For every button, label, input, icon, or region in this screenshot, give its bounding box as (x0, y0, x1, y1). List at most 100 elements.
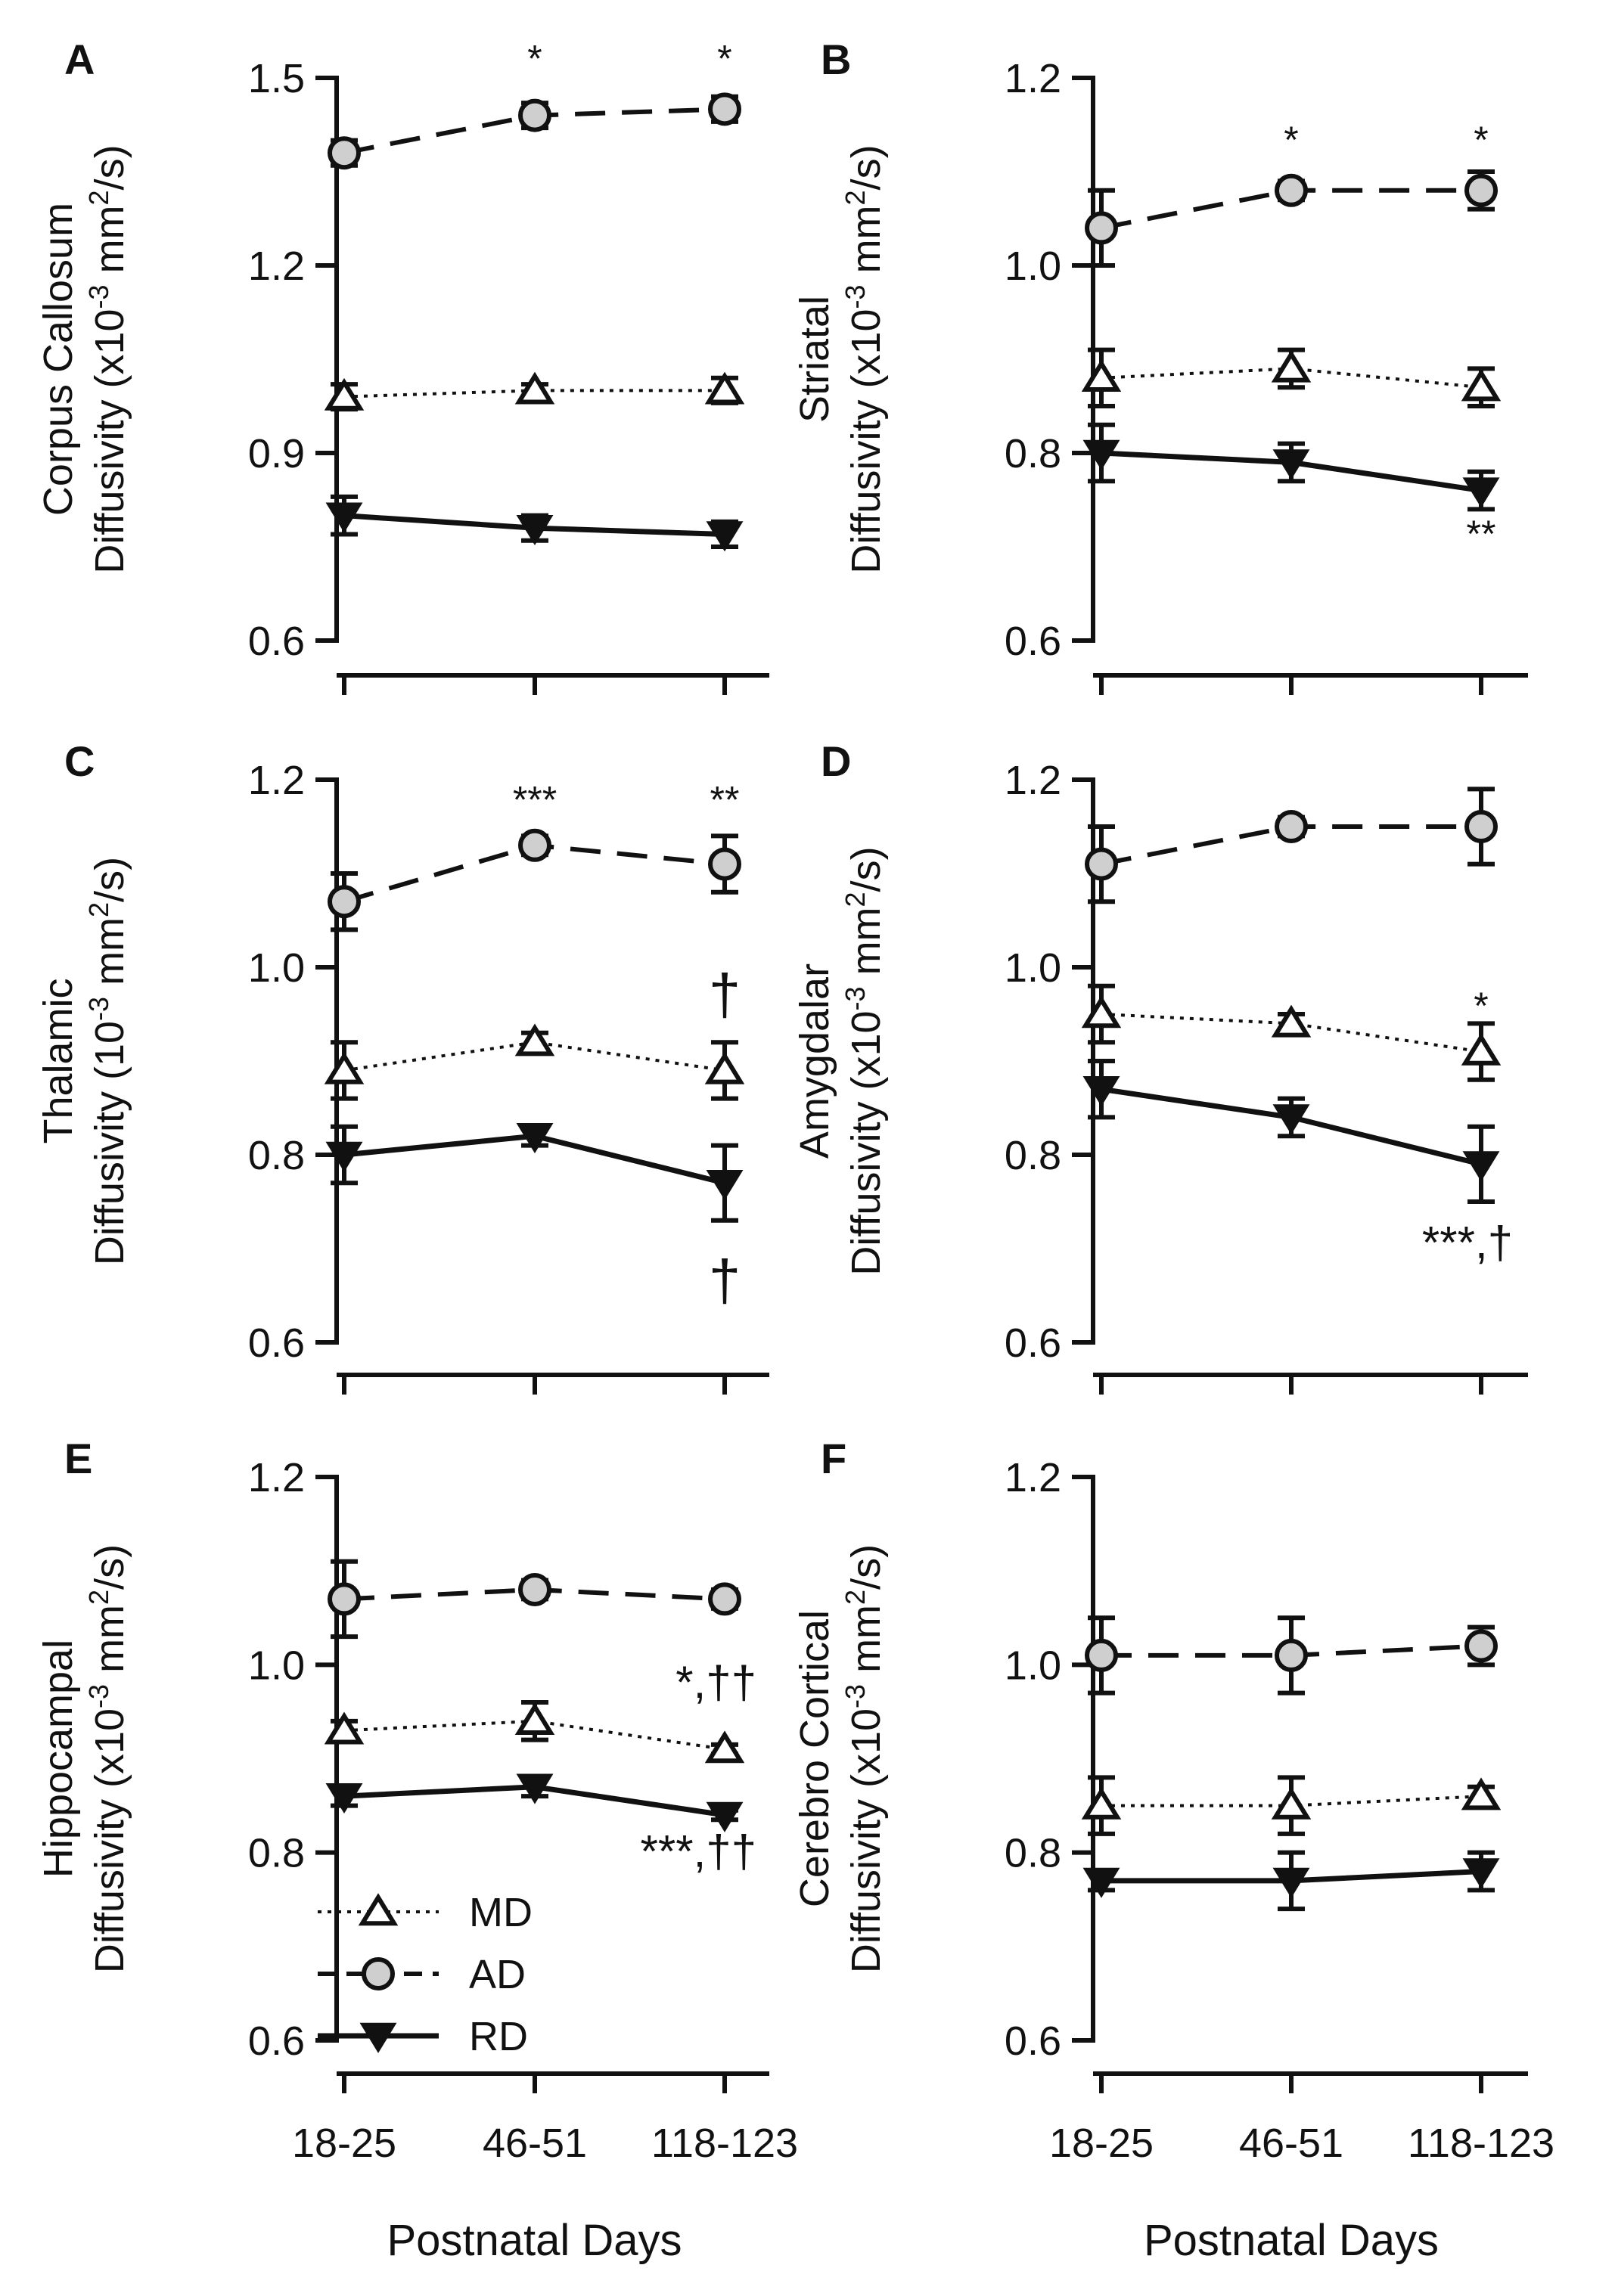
x-axis-title: Postnatal Days (387, 2216, 682, 2265)
legend-marker-md (358, 1893, 399, 1926)
y-tick-label: 0.6 (248, 1320, 305, 1366)
y-axis-title-line1: Hippocampal (36, 1640, 81, 1878)
y-tick-label: 0.6 (1005, 619, 1061, 664)
series-line-md (343, 389, 725, 399)
y-tick-label: 0.8 (1005, 1133, 1061, 1178)
data-point-ad (1275, 173, 1308, 207)
data-point-ad (1085, 847, 1118, 881)
y-axis-title-line2: Diffusivity (x10-3 mm2/s) (840, 1544, 889, 1973)
y-tick-label: 1.0 (248, 1643, 305, 1688)
y-tick-label: 1.2 (1005, 758, 1061, 803)
x-tick-label: 46-51 (483, 2121, 587, 2166)
data-point-md (1271, 1004, 1312, 1038)
series-ad (328, 1559, 741, 1640)
data-point-ad (1085, 1638, 1118, 1672)
significance-marker: * (717, 38, 731, 80)
y-axis-title-part: mm (843, 907, 889, 986)
data-point-rd (1082, 1076, 1120, 1107)
y-tick-label: 0.6 (248, 2018, 305, 2064)
significance-marker: * (1474, 119, 1488, 161)
data-point-rd (706, 1801, 744, 1832)
y-axis-title-part: 2 (840, 1590, 871, 1605)
y-axis-title-part: -3 (840, 1684, 871, 1708)
y-axis-title-part: Diffusivity (10 (87, 1021, 132, 1265)
series-rd (325, 494, 744, 552)
data-point-rd (1462, 1858, 1500, 1889)
legend-marker-ad (362, 1957, 395, 1990)
data-point-rd (325, 1783, 363, 1814)
data-point-md (1461, 368, 1502, 402)
series-ad (1085, 169, 1498, 268)
y-tick-label: 1.5 (248, 56, 305, 101)
data-point-rd (325, 1141, 363, 1172)
data-point-md (1461, 1777, 1502, 1810)
data-point-rd (1272, 1867, 1310, 1898)
data-point-rd (516, 515, 554, 546)
data-point-ad (1275, 1638, 1308, 1672)
data-point-md (324, 1051, 365, 1084)
y-axis-title-part: mm (843, 1605, 889, 1684)
data-point-rd (1082, 1867, 1120, 1898)
y-tick-label: 0.8 (1005, 431, 1061, 476)
y-axis-title-part: /s) (843, 846, 889, 892)
x-tick-label: 118-123 (651, 2121, 798, 2166)
panel-letter: F (821, 1435, 846, 1482)
data-point-md (514, 1023, 555, 1056)
data-point-rd (1082, 439, 1120, 470)
y-tick-label: 1.0 (248, 945, 305, 991)
data-point-ad (328, 885, 361, 919)
series-md (1081, 1775, 1502, 1836)
series-rd (325, 1123, 744, 1223)
data-point-md (514, 1702, 555, 1736)
data-point-rd (1462, 1151, 1500, 1182)
y-tick-label: 0.8 (1005, 1831, 1061, 1876)
y-axis-title-part: Diffusivity (x10 (843, 1010, 889, 1275)
x-tick-label: 18-25 (292, 2121, 396, 2166)
data-point-rd (516, 1123, 554, 1154)
y-axis-title-part: -3 (83, 1684, 114, 1708)
y-axis-title-part: 2 (83, 902, 114, 917)
data-point-ad (1464, 173, 1498, 207)
panel-d: D 0.6 0.8 1.0 1.2 Amygdalar Diffusivity (x10-3… (792, 737, 1528, 1395)
significance-marker: * (527, 38, 542, 80)
y-tick-label: 0.6 (248, 619, 305, 664)
panel-letter: E (64, 1435, 92, 1482)
y-tick-label: 0.8 (248, 1133, 305, 1178)
series-ad (328, 92, 741, 170)
significance-marker: *** (513, 778, 557, 821)
data-point-rd (325, 502, 363, 533)
x-tick-label: 46-51 (1239, 2121, 1343, 2166)
data-point-ad (518, 98, 551, 132)
data-point-ad (518, 1573, 551, 1606)
series-rd (325, 1773, 744, 1832)
data-point-rd (1272, 449, 1310, 480)
data-point-ad (708, 847, 741, 881)
y-tick-label: 1.0 (1005, 1643, 1061, 1688)
y-axis-title-part: 2 (83, 1590, 114, 1605)
y-axis-title-line2: Diffusivity (x10-3 mm2/s) (840, 144, 889, 573)
x-axis-title: Postnatal Days (1144, 2216, 1439, 2265)
y-tick-label: 1.0 (1005, 945, 1061, 991)
legend-label-md: MD (469, 1890, 533, 1935)
significance-marker: ***,†† (641, 1826, 756, 1876)
y-axis-title-part: 2 (840, 190, 871, 205)
y-axis-title-part: -3 (840, 986, 871, 1010)
y-axis-title-part: Diffusivity (x10 (843, 1708, 889, 1973)
series-md (1081, 983, 1502, 1082)
series-rd (1082, 422, 1500, 512)
y-axis-title-line1: Cerebro Cortical (792, 1610, 837, 1907)
y-axis-title-part: -3 (83, 997, 114, 1021)
data-point-md (704, 371, 745, 405)
panel-letter: B (821, 36, 851, 83)
y-axis-title-line1: Amygdalar (792, 963, 837, 1159)
y-axis-title-part: mm (87, 917, 132, 997)
y-axis-title-part: mm (87, 1605, 132, 1684)
x-tick-label: 118-123 (1408, 2121, 1554, 2166)
series-ad (1085, 1615, 1498, 1696)
data-point-md (1081, 359, 1122, 392)
x-tick-label: 18-25 (1049, 2121, 1154, 2166)
significance-marker: * (1474, 985, 1488, 1027)
y-axis-title-part: Diffusivity (x10 (87, 309, 132, 573)
y-tick-label: 1.2 (1005, 1455, 1061, 1500)
